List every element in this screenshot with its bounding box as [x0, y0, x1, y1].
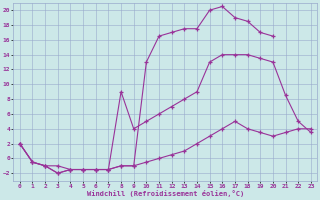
X-axis label: Windchill (Refroidissement éolien,°C): Windchill (Refroidissement éolien,°C) — [87, 190, 244, 197]
